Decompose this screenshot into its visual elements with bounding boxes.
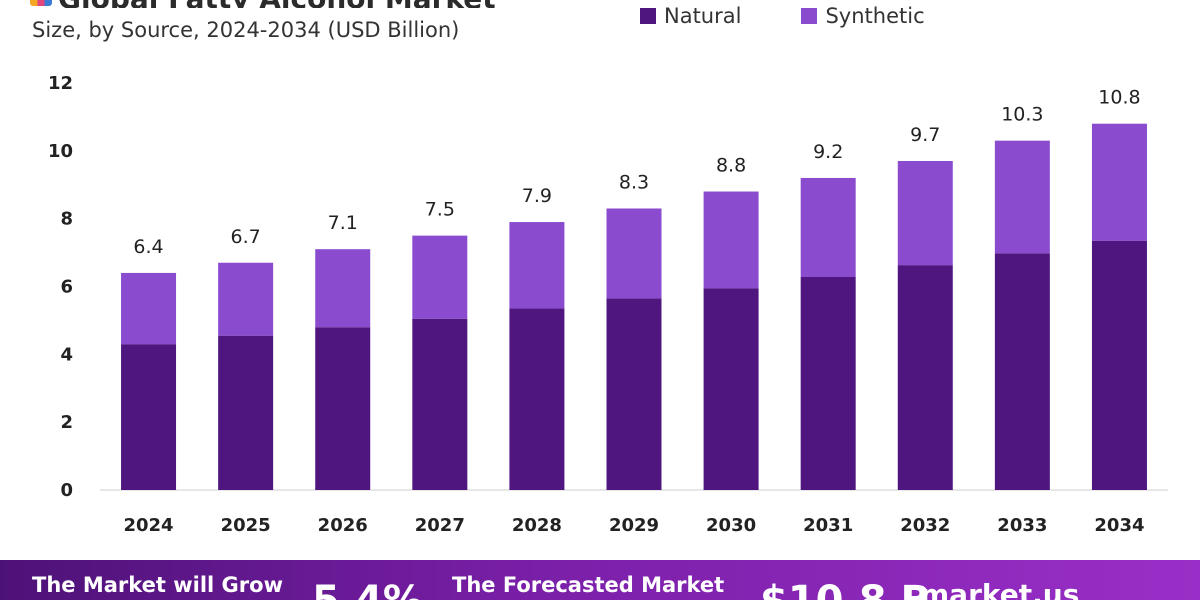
value-label-2031: 9.2	[813, 141, 843, 163]
y-tick-label: 10	[48, 141, 73, 162]
legend-item-natural: Natural	[640, 4, 741, 28]
x-tick-label-2028: 2028	[512, 515, 562, 536]
bar-synthetic-2034	[1091, 123, 1147, 241]
legend-label-synthetic: Synthetic	[825, 4, 925, 28]
x-tick-label-2026: 2026	[318, 515, 368, 536]
brand-logo-icon	[30, 0, 52, 6]
footer-forecast-text: The Forecasted Market	[452, 573, 725, 597]
bar-natural-2031	[800, 277, 856, 490]
bar-natural-2030	[703, 288, 759, 490]
bar-natural-2027	[412, 318, 468, 490]
bar-synthetic-2027	[412, 235, 468, 319]
legend-swatch-synthetic	[801, 8, 818, 24]
bar-synthetic-2029	[606, 208, 662, 299]
bar-synthetic-2024	[121, 272, 177, 345]
bar-chart: 0 2 4 6 8 10 12 6.4 2024 6.7 2025 7.1 2026 7.5 2027 7.9…	[48, 73, 1168, 536]
legend-label-natural: Natural	[664, 4, 742, 28]
bar-natural-2033	[994, 253, 1050, 490]
y-tick-label: 2	[60, 412, 73, 433]
bar-natural-2028	[509, 308, 565, 490]
y-tick-label: 8	[60, 209, 73, 230]
bar-natural-2034	[1091, 240, 1147, 490]
value-label-2033: 10.3	[1001, 104, 1043, 126]
legend-swatch-natural	[640, 8, 656, 24]
y-tick-label: 4	[60, 344, 73, 365]
value-label-2030: 8.8	[716, 155, 746, 177]
bar-synthetic-2028	[509, 222, 565, 309]
chart-subtitle: Size, by Source, 2024-2034 (USD Billion)	[32, 18, 460, 42]
x-tick-label-2030: 2030	[706, 515, 756, 536]
x-tick-label-2029: 2029	[609, 515, 659, 536]
y-tick-label: 6	[60, 277, 73, 298]
x-tick-label-2033: 2033	[997, 515, 1047, 536]
value-label-2032: 9.7	[910, 124, 940, 146]
footer-cagr: 5.4%	[312, 578, 423, 600]
bar-natural-2029	[606, 298, 662, 490]
y-tick-label: 0	[60, 480, 73, 501]
bar-synthetic-2030	[703, 191, 759, 289]
bar-synthetic-2025	[218, 262, 274, 336]
value-label-2034: 10.8	[1098, 87, 1140, 109]
chart-title: Global Fatty Alcohol Market	[58, 0, 496, 8]
value-label-2024: 6.4	[133, 236, 163, 258]
bar-synthetic-2026	[315, 249, 371, 328]
bar-synthetic-2031	[800, 177, 856, 278]
footer-grow-text: The Market will Grow	[32, 573, 283, 597]
x-tick-label-2025: 2025	[221, 515, 271, 536]
footer-banner: The Market will Grow 5.4% The Forecasted…	[0, 560, 1200, 600]
bar-natural-2025	[218, 335, 274, 490]
value-label-2028: 7.9	[522, 185, 552, 207]
x-tick-label-2027: 2027	[415, 515, 465, 536]
value-label-2029: 8.3	[619, 171, 649, 193]
bar-natural-2032	[897, 265, 953, 490]
y-tick-label: 12	[48, 73, 73, 94]
legend: Natural Synthetic	[640, 4, 925, 28]
footer-brand: market.us	[920, 578, 1080, 600]
x-tick-label-2024: 2024	[123, 515, 173, 536]
bar-natural-2024	[121, 344, 177, 490]
value-label-2026: 7.1	[328, 212, 358, 234]
footer-forecast-value: $10.8 B	[760, 578, 931, 600]
legend-item-synthetic: Synthetic	[801, 4, 925, 28]
value-label-2025: 6.7	[231, 226, 261, 248]
bar-synthetic-2032	[897, 161, 953, 266]
x-tick-label-2034: 2034	[1094, 515, 1144, 536]
bar-synthetic-2033	[994, 140, 1050, 254]
x-tick-label-2032: 2032	[900, 515, 950, 536]
x-tick-label-2031: 2031	[803, 515, 853, 536]
value-label-2027: 7.5	[425, 199, 455, 221]
bar-natural-2026	[315, 327, 371, 490]
title-strip: Global Fatty Alcohol Market	[0, 0, 560, 8]
